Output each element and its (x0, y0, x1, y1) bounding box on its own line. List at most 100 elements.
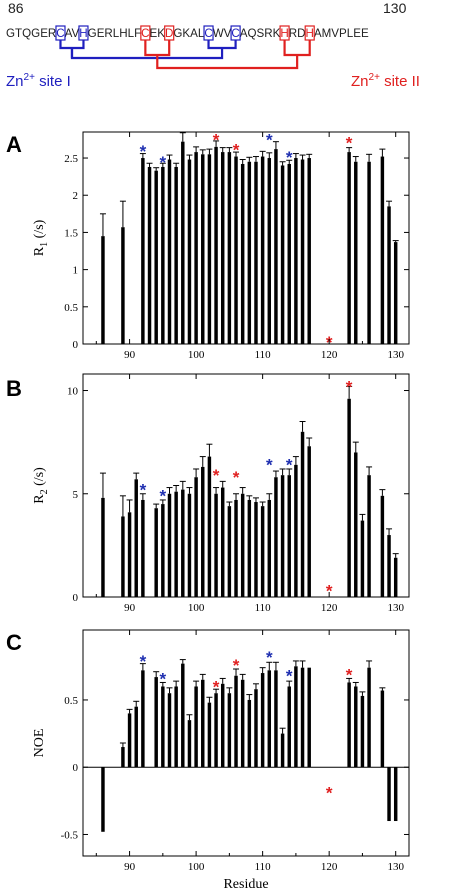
sequence-residue: L (347, 27, 354, 40)
sequence-residue: A (65, 27, 73, 40)
data-bar (181, 141, 185, 344)
plot-frame (82, 131, 410, 345)
data-bar (127, 713, 132, 768)
data-bar (387, 206, 391, 344)
data-bar (187, 720, 192, 768)
red-star-marker: * (346, 134, 353, 153)
y-axis-label: NOE (32, 729, 47, 758)
sequence-residue: E (97, 27, 105, 40)
sequence-end-label: 130 (383, 0, 407, 16)
blue-star-marker: * (266, 456, 273, 475)
sequence-residue: A (190, 27, 198, 40)
y-axis-label: R1 (/s) (32, 219, 50, 256)
y-tick-label: -0.5 (61, 829, 79, 841)
data-bar (367, 667, 371, 768)
data-bar (354, 686, 358, 768)
data-bar (387, 535, 391, 597)
data-bar (161, 166, 165, 344)
data-bar (101, 497, 105, 597)
sequence-residue: M (322, 27, 332, 40)
data-bar (274, 477, 278, 597)
sequence-residue: R (104, 27, 112, 40)
sequence-residue: K (157, 27, 165, 40)
panel-c: C * * * * * * * * -0.5 0 0.5 90 100 110 120 130 NOE Residu… (6, 629, 410, 890)
y-tick-label: 0 (73, 592, 79, 604)
panel-b: B * * * * * * * * 0 5 10 90 100 110 120 130 R2 (/s) (6, 373, 410, 614)
data-bar (240, 163, 245, 344)
data-bar (227, 693, 232, 768)
data-bar (121, 516, 125, 597)
y-axis-label-sub: 2 (39, 489, 50, 494)
sequence-residue: W (213, 27, 224, 40)
zn-site-bracket (59, 40, 85, 50)
x-tick-label: 130 (387, 602, 404, 614)
blue-star-marker: * (286, 148, 293, 167)
blue-star-marker: * (286, 456, 293, 475)
y-axis-label-unit: (/s) (32, 219, 47, 242)
y-tick-label: 10 (67, 386, 79, 398)
x-tick-label: 130 (387, 349, 404, 361)
y-tick-label: 0.5 (64, 695, 78, 707)
data-bar (194, 477, 198, 597)
data-bar (220, 152, 225, 344)
blue-star-marker: * (140, 142, 147, 161)
data-bar (174, 166, 178, 344)
sequence-residue: V (224, 27, 232, 40)
data-bar (274, 670, 278, 768)
data-bar (167, 693, 172, 768)
sequence-residue: E (40, 27, 48, 40)
data-bar (300, 431, 305, 597)
x-tick-label: 90 (124, 349, 136, 361)
zn-site-1-label-suffix: site I (35, 73, 71, 90)
red-star-marker: * (233, 656, 240, 675)
red-star-marker: * (326, 784, 333, 803)
data-bar (194, 686, 198, 768)
y-axis-label-main: NOE (32, 729, 47, 758)
zn-site-2-label: Zn2+ site II (351, 72, 420, 90)
data-bar (101, 236, 105, 344)
data-bar (260, 156, 265, 344)
zinc-site-brackets (55, 25, 315, 70)
sequence-residue: G (31, 27, 40, 40)
data-bar (280, 733, 285, 768)
data-bar (174, 491, 178, 597)
y-axis-label: R2 (/s) (32, 467, 50, 504)
data-bar (240, 493, 245, 597)
data-bar (147, 166, 152, 344)
sequence-residue: K (273, 27, 281, 40)
zn-site-2-label-charge: 2+ (369, 72, 381, 83)
zn-site-1-label: Zn2+ site I (6, 72, 71, 90)
zn-site-bracket (207, 40, 237, 50)
blue-star-marker: * (160, 153, 167, 172)
y-tick-label: 2.5 (64, 153, 78, 165)
sequence-residue: C (141, 27, 149, 40)
data-bar (254, 161, 258, 344)
y-axis-label-main: R (32, 246, 47, 256)
sequence-residue: H (79, 27, 87, 40)
red-star-marker: * (233, 140, 240, 159)
data-bar (260, 673, 265, 768)
data-bar (267, 670, 272, 768)
data-bar (187, 493, 192, 597)
data-bar (194, 152, 198, 344)
y-tick-label: 1.5 (64, 227, 78, 239)
red-star-marker: * (346, 377, 353, 396)
sequence-residue: R (48, 27, 56, 40)
data-bar (207, 456, 212, 597)
y-tick-label: 0.5 (64, 302, 78, 314)
sequence-residue: C (56, 27, 64, 40)
data-bar (141, 499, 145, 597)
blue-star-marker: * (160, 669, 167, 688)
data-bar (280, 165, 285, 344)
sequence-residue: E (361, 27, 369, 40)
data-bar (254, 502, 258, 597)
data-bar (280, 475, 285, 597)
data-bar (207, 154, 212, 344)
data-bar (174, 686, 178, 768)
x-tick-label: 100 (188, 349, 205, 361)
zn-site-bracket (156, 55, 299, 70)
sequence-residue: D (165, 27, 173, 40)
data-bar (267, 499, 272, 597)
